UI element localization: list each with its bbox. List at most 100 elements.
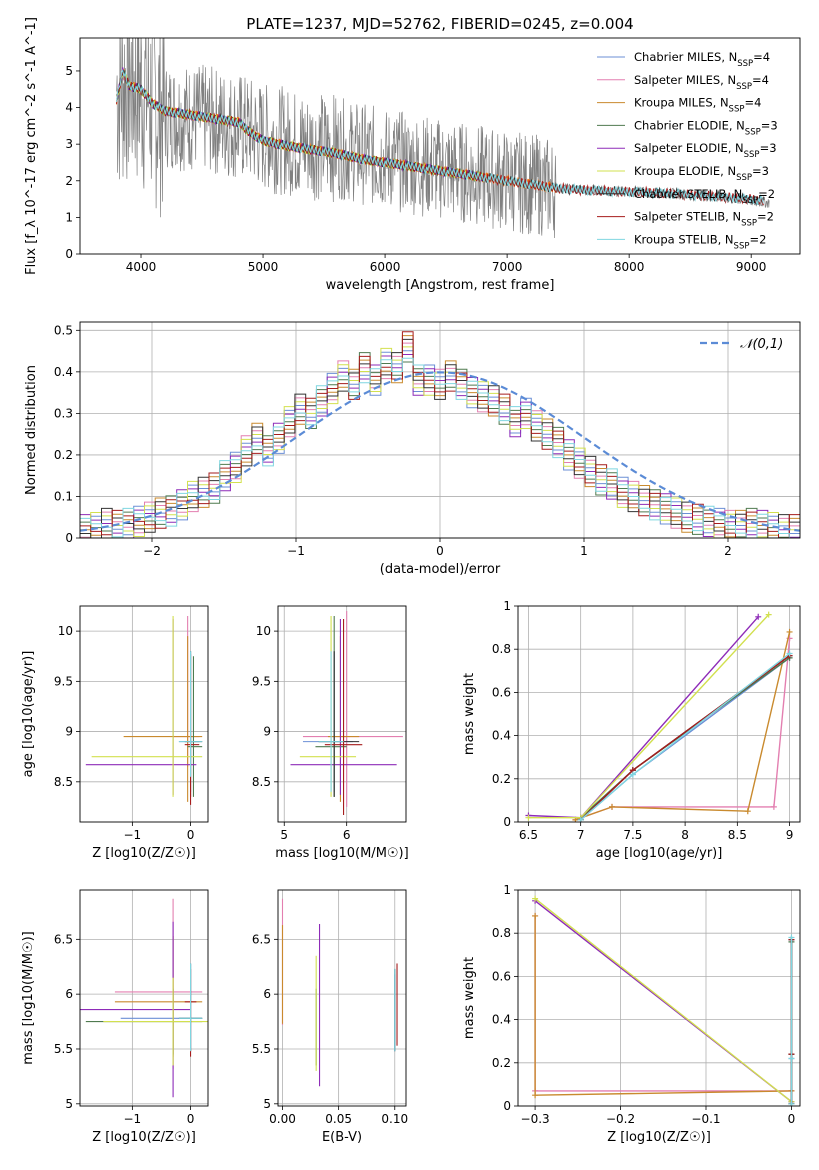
y-tick-label: 5 <box>65 1097 73 1111</box>
mass-weight-marker <box>786 650 793 657</box>
y-tick-label: 8.5 <box>252 775 271 789</box>
x-tick-label: 5 <box>280 828 288 842</box>
axes-frame <box>79 321 801 539</box>
spectrum-panel: 4000 5000 6000 7000 8000 9000 0 1 2 3 4 5 wavelength… <box>24 17 801 293</box>
x-tick-label: 8.5 <box>728 828 747 842</box>
x-axis-label: wavelength [Angstrom, rest frame] <box>326 278 555 293</box>
x-axis-label: E(B-V) <box>322 1130 362 1145</box>
y-tick-label: 3 <box>65 137 73 151</box>
x-tick-label: 1 <box>580 544 588 558</box>
y-axis-label: age [log10(age/yr)] <box>21 651 36 778</box>
mass-weight-marker <box>765 611 772 618</box>
y-tick-label: 5.5 <box>54 1042 73 1056</box>
axes-frame <box>277 889 407 1107</box>
mass-vs-Z-panel: −1 0 5 5.5 6 6.5 Z [log10(Z/Z☉)] mass [log10(M/… <box>21 889 209 1145</box>
mass-vs-EBV-panel: 0.00 0.05 0.10 5 5.5 6 6.5 E(B-V) <box>252 889 408 1145</box>
legend-entry: Kroupa STELIB, NSSP=2 <box>634 232 766 251</box>
age-vs-Z-plot-area <box>85 616 203 805</box>
x-tick-label: 7.5 <box>623 828 642 842</box>
y-tick-label: 0.6 <box>492 685 511 699</box>
mass-weight-marker <box>770 803 777 810</box>
y-axis-label: Flux [f_λ 10^-17 erg cm^-2 s^-1 A^-1] <box>24 17 39 275</box>
x-tick-label: 7 <box>577 828 585 842</box>
mass-weight-marker <box>532 912 539 919</box>
y-tick-label: 10 <box>58 624 73 638</box>
y-tick-label: 6 <box>263 987 271 1001</box>
mass-weight-line-5 <box>534 898 792 1103</box>
model-line-6 <box>116 70 764 207</box>
y-tick-label: 6.5 <box>252 932 271 946</box>
age-vs-mass-plot-area <box>290 611 403 815</box>
legend-entry: Salpeter ELODIE, NSSP=3 <box>634 141 777 160</box>
y-tick-label: 4 <box>65 101 73 115</box>
x-tick-label: 0.00 <box>269 1112 296 1126</box>
x-tick-label: 0 <box>788 1112 796 1126</box>
axes-frame <box>79 605 209 823</box>
legend-entry: Kroupa MILES, NSSP=4 <box>634 96 761 115</box>
x-tick-label: −0.1 <box>691 1112 720 1126</box>
massweight-vs-age-panel: 6.5 7 7.5 8 8.5 9 0 0.2 0.4 0.6 0.8 1 age [log10(age… <box>462 599 801 861</box>
histogram-steps-3 <box>80 352 800 538</box>
x-tick-label: 6000 <box>370 260 401 274</box>
y-tick-label: 6.5 <box>54 932 73 946</box>
x-tick-label: −1 <box>124 1112 142 1126</box>
y-axis-label: mass [log10(M/M☉)] <box>21 931 36 1064</box>
histogram-steps-0 <box>80 350 800 538</box>
y-tick-label: 0.4 <box>54 365 73 379</box>
y-tick-label: 0.6 <box>492 969 511 983</box>
x-axis-label: mass [log10(M/M☉)] <box>275 846 408 861</box>
x-tick-label: −0.3 <box>521 1112 550 1126</box>
axes-frame <box>517 889 801 1107</box>
x-tick-label: 9000 <box>736 260 767 274</box>
axes-frame <box>277 605 407 823</box>
histogram-steps-6 <box>80 338 800 538</box>
y-tick-label: 10 <box>256 624 271 638</box>
y-tick-label: 0.5 <box>54 323 73 337</box>
x-tick-label: 7000 <box>492 260 523 274</box>
mass-vs-EBV-plot-area <box>281 898 398 1087</box>
y-tick-label: 1 <box>503 883 511 897</box>
x-tick-label: 2 <box>724 544 732 558</box>
histogram-steps-4 <box>80 354 800 538</box>
model-line-8 <box>116 68 764 206</box>
legend-entry: Salpeter STELIB, NSSP=2 <box>634 210 774 229</box>
y-tick-label: 0.4 <box>492 1013 511 1027</box>
y-tick-label: 0 <box>503 815 511 829</box>
spectrum-plot-area <box>116 38 770 239</box>
x-tick-label: 8000 <box>614 260 645 274</box>
massweight-vs-Z-plot-area <box>532 895 795 1106</box>
mass-weight-marker <box>755 613 762 620</box>
y-tick-label: 0 <box>65 531 73 545</box>
x-tick-label: 0.10 <box>381 1112 408 1126</box>
residual-histogram-panel: −2 −1 0 1 2 0 0.1 0.2 0.3 0.4 0.5 (data-model)/erro… <box>24 321 801 577</box>
mass-weight-marker <box>788 1055 795 1062</box>
y-tick-label: 1 <box>65 210 73 224</box>
y-tick-label: 6 <box>65 987 73 1001</box>
mass-weight-marker <box>609 803 615 810</box>
y-tick-label: 5 <box>65 64 73 78</box>
x-axis-label: age [log10(age/yr)] <box>596 846 723 861</box>
mass-weight-line-2 <box>534 915 792 1096</box>
mass-weight-line-2 <box>575 631 791 821</box>
mass-weight-marker <box>788 934 795 941</box>
y-tick-label: 0 <box>65 247 73 261</box>
y-tick-label: 0.8 <box>492 642 511 656</box>
x-tick-label: 0 <box>436 544 444 558</box>
y-tick-label: 0.1 <box>54 489 73 503</box>
x-tick-label: −0.2 <box>606 1112 635 1126</box>
mass-weight-line-4 <box>528 616 759 819</box>
axes-frame <box>79 37 801 255</box>
x-tick-label: 8 <box>681 828 689 842</box>
mass-weight-line-1 <box>534 915 792 1092</box>
y-tick-label: 0.2 <box>492 1056 511 1070</box>
y-tick-label: 0.8 <box>492 926 511 940</box>
y-axis-label: mass weight <box>462 957 477 1039</box>
legend-entry: Chabrier MILES, NSSP=4 <box>634 50 770 69</box>
x-tick-label: 9 <box>786 828 794 842</box>
normal-distribution-curve <box>80 371 800 532</box>
y-tick-label: 5.5 <box>252 1042 271 1056</box>
massweight-vs-Z-panel: −0.3 −0.2 −0.1 0 0 0.2 0.4 0.6 0.8 1 Z [log10(Z/Z☉… <box>462 883 801 1145</box>
mass-weight-marker <box>629 771 636 778</box>
mass-weight-marker <box>786 628 793 635</box>
residual-histogram-plot-area <box>80 331 800 538</box>
